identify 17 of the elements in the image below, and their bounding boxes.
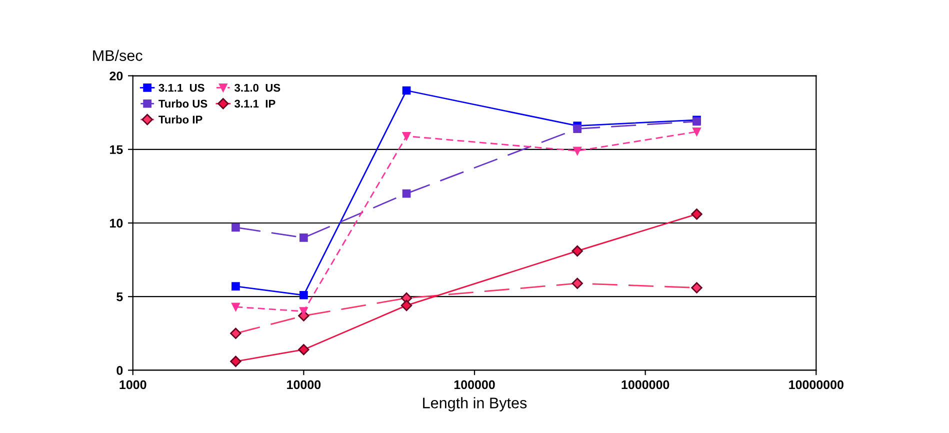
y-tick-label: 20: [110, 72, 123, 80]
x-tick-label: 100000: [454, 380, 495, 390]
y-tick-label: 0: [116, 366, 123, 375]
x-axis-title: Length in Bytes: [423, 397, 527, 412]
x-tick-label: 1000000: [622, 380, 670, 390]
legend-label: 3.1.1 US: [158, 84, 204, 92]
y-tick-label: 5: [116, 292, 123, 302]
y-tick-label: 10: [110, 218, 123, 228]
legend-label: Turbo US: [158, 99, 208, 108]
legend-label: Turbo IP: [158, 115, 202, 124]
legend-label: 3.1.0 US: [234, 84, 280, 92]
y-axis-title: MB/sec: [93, 50, 142, 61]
y-tick-label: 15: [110, 145, 123, 154]
legend-label: 3.1.1 IP: [234, 100, 276, 108]
x-tick-label: 1000: [120, 380, 146, 390]
x-tick-label: 10000000: [789, 380, 844, 390]
x-tick-label: 10000: [287, 380, 321, 390]
